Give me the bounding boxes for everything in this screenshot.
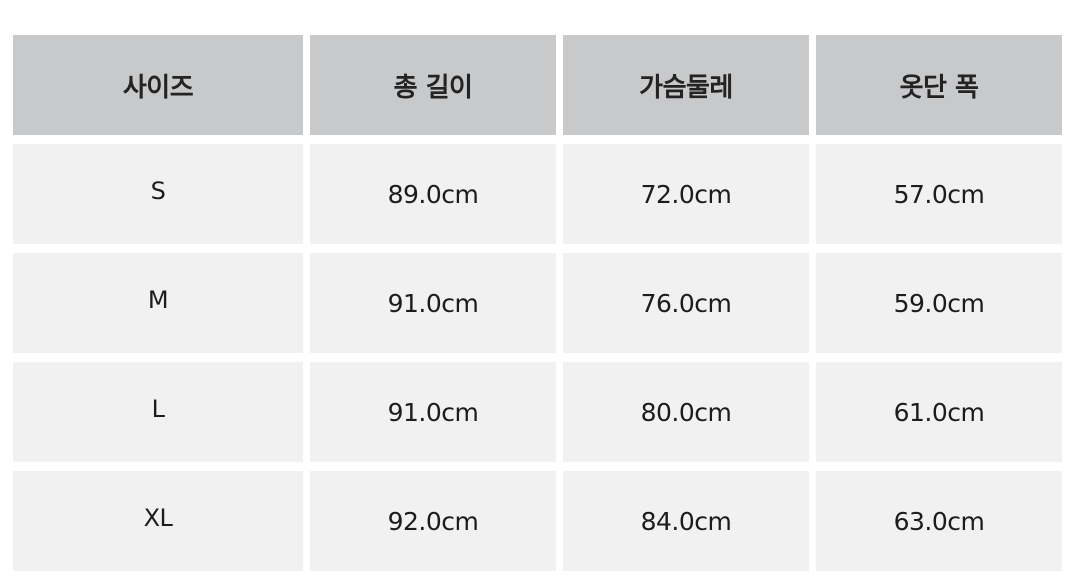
header-total-length: 총 길이 [310, 35, 556, 135]
table-row-size-cell: XL [13, 471, 303, 571]
table-row-length-cell: 92.0cm [310, 471, 556, 571]
header-hem-width: 옷단 폭 [816, 35, 1062, 135]
table-row-length-cell: 91.0cm [310, 253, 556, 353]
header-size: 사이즈 [13, 35, 303, 135]
table-row-chest-cell: 76.0cm [563, 253, 809, 353]
size-chart-table: 사이즈 총 길이 가슴둘레 옷단 폭 S 89.0cm 72.0cm 57.0c… [13, 35, 1062, 571]
table-row-chest-cell: 84.0cm [563, 471, 809, 571]
table-row-size-cell: S [13, 144, 303, 244]
header-chest: 가슴둘레 [563, 35, 809, 135]
table-row-size-cell: M [13, 253, 303, 353]
table-row-size-cell: L [13, 362, 303, 462]
table-row-hem-cell: 57.0cm [816, 144, 1062, 244]
table-row-hem-cell: 59.0cm [816, 253, 1062, 353]
table-row-hem-cell: 61.0cm [816, 362, 1062, 462]
table-row-chest-cell: 72.0cm [563, 144, 809, 244]
table-row-chest-cell: 80.0cm [563, 362, 809, 462]
table-row-length-cell: 91.0cm [310, 362, 556, 462]
table-row-hem-cell: 63.0cm [816, 471, 1062, 571]
table-row-length-cell: 89.0cm [310, 144, 556, 244]
